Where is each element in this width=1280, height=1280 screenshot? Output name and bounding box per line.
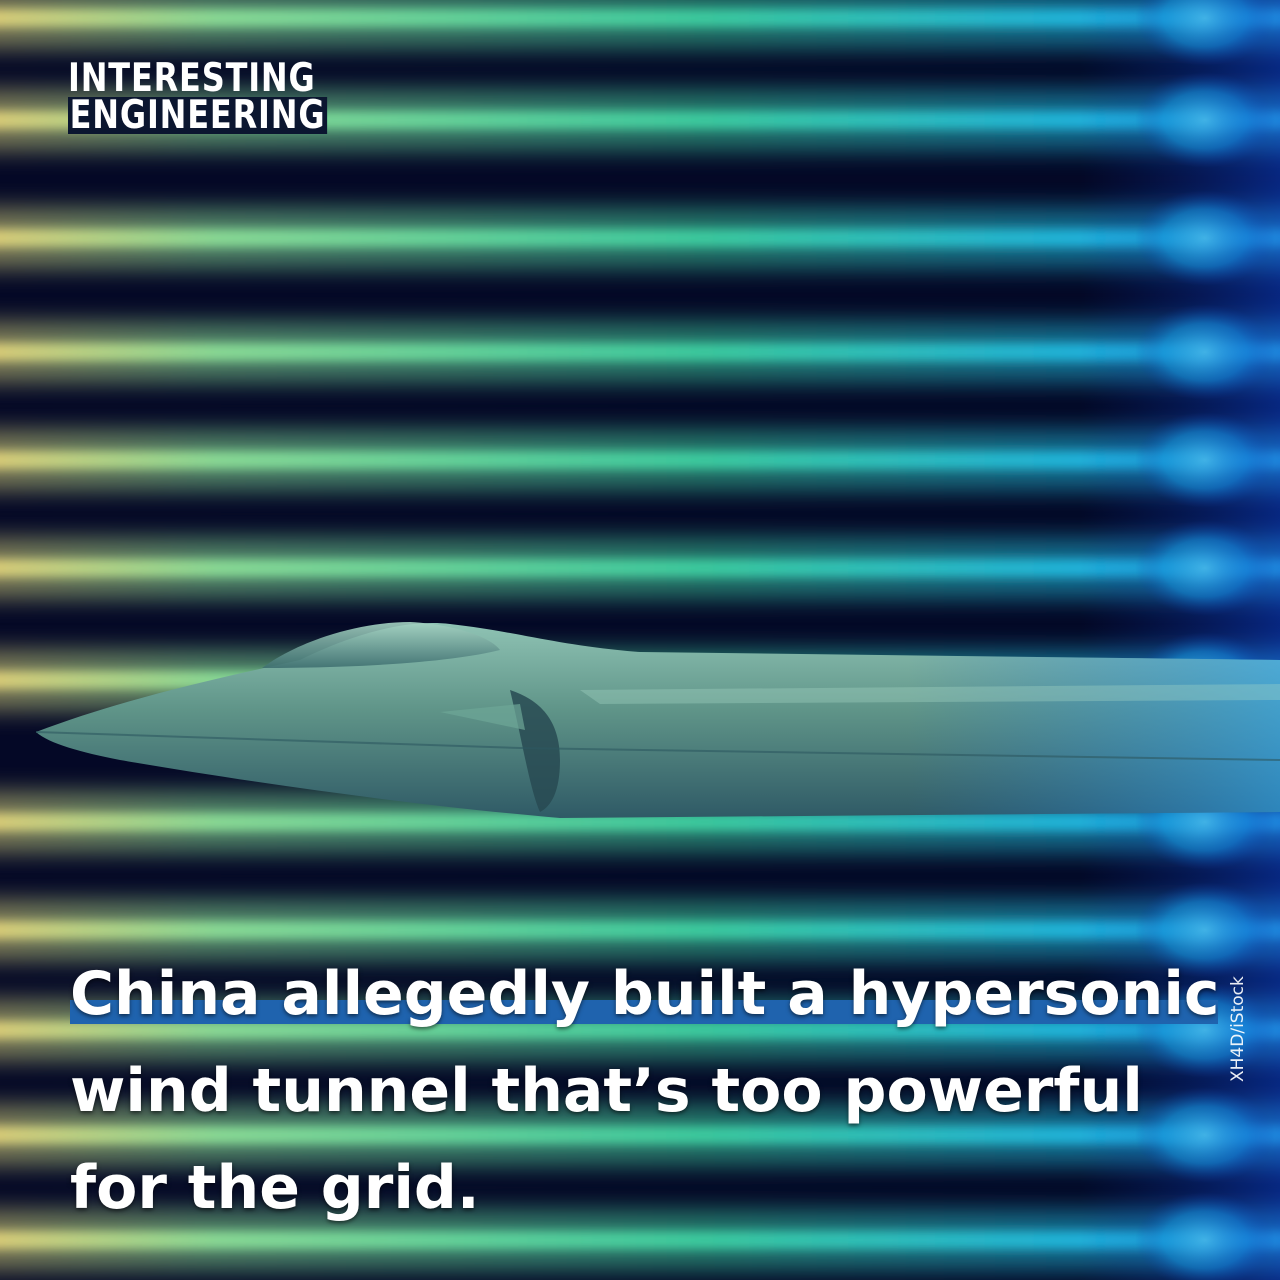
streak-core — [0, 343, 1280, 361]
headline: China allegedly built a hypersonic wind … — [70, 946, 1240, 1237]
streak-core — [0, 813, 1280, 831]
streak-core — [0, 9, 1280, 27]
streak-core — [0, 1231, 1280, 1249]
streak-core — [0, 1126, 1280, 1144]
interesting-engineering-logo: INTERESTING ENGINEERING — [68, 56, 328, 138]
streak-core — [0, 451, 1280, 469]
streak-core — [0, 229, 1280, 247]
headline-line-3: for the grid. — [70, 1153, 480, 1223]
headline-line-2: wind tunnel that’s too powerful — [70, 1056, 1143, 1126]
headline-line-1: China allegedly built a hypersonic — [70, 946, 1240, 1043]
streak-core — [0, 921, 1280, 939]
streak-core — [0, 559, 1280, 577]
aircraft-canopy — [262, 622, 500, 668]
logo-line-2: ENGINEERING — [68, 93, 328, 138]
logo-line-1: INTERESTING — [68, 56, 316, 101]
streak-core — [0, 1021, 1280, 1039]
